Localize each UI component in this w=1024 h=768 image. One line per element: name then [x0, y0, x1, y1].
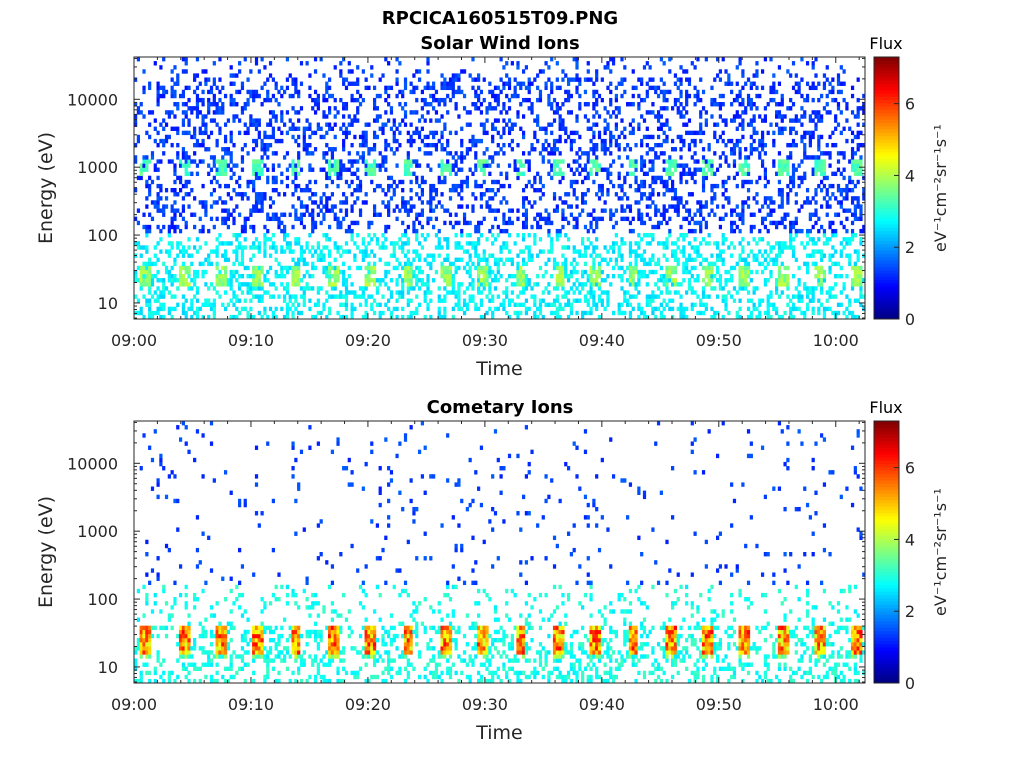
colorbar-tick-label: 0	[905, 310, 915, 329]
colorbar-tick-label: 0	[905, 674, 915, 693]
colorbar-tick-label: 2	[905, 238, 915, 257]
heatmap-cells	[134, 57, 866, 320]
x-tick-label: 09:20	[345, 695, 391, 714]
y-tick-label: 10000	[67, 454, 118, 473]
x-tick-label: 09:00	[111, 695, 157, 714]
colorbar-tick-label: 4	[905, 530, 915, 549]
panel-cometary: Cometary Ions 09:00 09:10 09:20 09:30 09:40 09…	[35, 397, 950, 744]
colorbar-tick-label: 4	[905, 166, 915, 185]
colorbar-frame	[873, 56, 900, 320]
colorbar: 0 2 4 6 Flux eV⁻¹cm⁻²sr⁻¹s⁻¹	[869, 398, 950, 693]
x-tick-label: 09:50	[696, 331, 742, 350]
colorbar-tick-label: 6	[905, 459, 915, 478]
y-tick-label: 100	[87, 590, 118, 609]
y-tick-label: 1000	[77, 522, 118, 541]
heatmap-cells	[134, 421, 866, 684]
x-axis-label: Time	[475, 358, 523, 380]
y-tick-label: 1000	[77, 158, 118, 177]
x-tick-label: 09:30	[462, 695, 508, 714]
panel-title: Cometary Ions	[427, 397, 574, 418]
colorbar-frame	[873, 420, 900, 684]
x-tick-label: 09:50	[696, 695, 742, 714]
x-axis-label: Time	[475, 722, 523, 744]
x-tick-label: 10:00	[813, 331, 859, 350]
x-tick-label: 09:40	[579, 331, 625, 350]
colorbar-units: eV⁻¹cm⁻²sr⁻¹s⁻¹	[931, 124, 950, 252]
x-tick-label: 09:40	[579, 695, 625, 714]
colorbar-title: Flux	[869, 34, 902, 53]
panel-title: Solar Wind Ions	[420, 33, 579, 54]
y-tick-label: 100	[87, 226, 118, 245]
x-tick-label: 09:10	[228, 695, 274, 714]
x-tick-label: 09:30	[462, 331, 508, 350]
x-tick-label: 10:00	[813, 695, 859, 714]
colorbar-units: eV⁻¹cm⁻²sr⁻¹s⁻¹	[931, 488, 950, 616]
colorbar-tick-label: 6	[905, 95, 915, 114]
x-tick-label: 09:20	[345, 331, 391, 350]
y-tick-label: 10	[98, 658, 118, 677]
x-tick-label: 09:10	[228, 331, 274, 350]
y-axis-label: Energy (eV)	[35, 132, 57, 244]
x-tick-label: 09:00	[111, 331, 157, 350]
colorbar-title: Flux	[869, 398, 902, 417]
page-title: RPCICA160515T09.PNG	[382, 8, 618, 29]
panel-solar-wind: Solar Wind Ions 09:00 09:10 09:20 09:30 09:40…	[35, 33, 950, 380]
y-axis-label: Energy (eV)	[35, 496, 57, 608]
y-tick-label: 10	[98, 294, 118, 313]
y-tick-label: 10000	[67, 90, 118, 109]
colorbar-tick-label: 2	[905, 602, 915, 621]
colorbar: 0 2 4 6 Flux eV⁻¹cm⁻²sr⁻¹s⁻¹	[869, 34, 950, 329]
